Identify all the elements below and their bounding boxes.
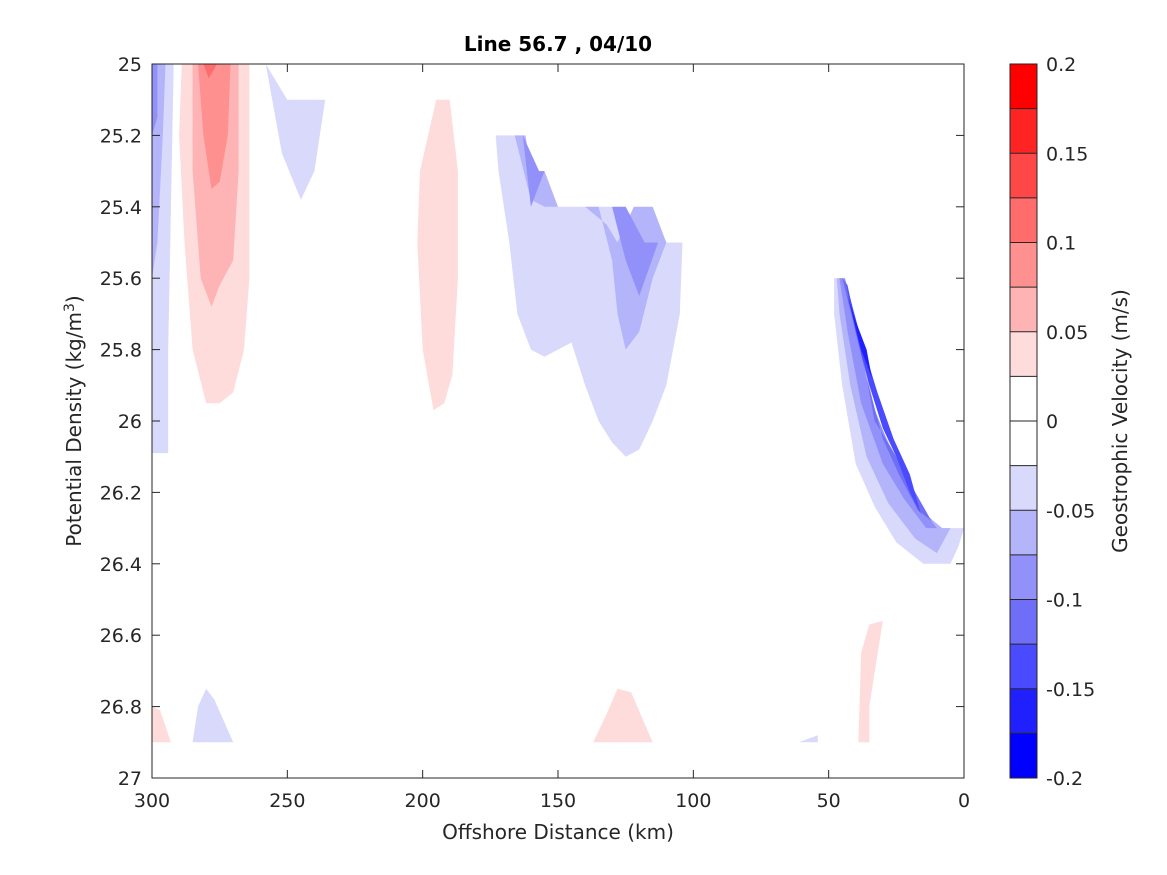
colorbar-ticks: 0.2 0.15 0.1 0.05 0 -0.05 -0.1 -0.15 -0.2 [1046, 54, 1095, 790]
x-axis-label: Offshore Distance (km) [442, 820, 674, 844]
x-tick-label: 250 [269, 790, 305, 812]
colorbar-label: Geostrophic Velocity (m/s) [1108, 289, 1132, 553]
y-tick-label: 25.8 [100, 340, 142, 362]
colorbar-segment [1010, 376, 1037, 421]
contour-region-5 [198, 64, 231, 189]
y-axis-label-superscript: 3 [62, 303, 78, 312]
contour-region-19 [152, 706, 171, 743]
contour-region-21 [593, 688, 653, 743]
x-tick-label: 150 [540, 790, 576, 812]
y-tick-label: 26.8 [100, 697, 142, 719]
y-axis-label-main: Potential Density (kg/m [62, 312, 86, 547]
y-tick-label: 25 [118, 54, 142, 76]
contour-region-2 [152, 64, 158, 136]
contour-region-12 [612, 206, 659, 296]
colorbar-segment [1010, 510, 1037, 555]
contour-region-7 [265, 64, 326, 200]
contour-region-6 [203, 64, 217, 79]
contour-region-8 [417, 99, 458, 411]
x-tick-label: 200 [405, 790, 441, 812]
contour-region-23 [858, 620, 883, 743]
contour-region-22 [798, 735, 818, 743]
colorbar-tick-label: -0.05 [1046, 500, 1095, 522]
y-tick-label: 27 [118, 768, 142, 790]
y-tick-label: 26.2 [100, 482, 142, 504]
y-tick-label: 25.4 [100, 197, 142, 219]
colorbar-segment [1010, 108, 1037, 154]
x-axis-ticks: 300 250 200 150 100 50 0 [134, 64, 970, 812]
colorbar-segment [1010, 599, 1037, 645]
colorbar-tick-label: 0.15 [1046, 143, 1088, 165]
x-tick-label: 100 [675, 790, 711, 812]
colorbar-segment [1010, 554, 1037, 600]
y-axis-label: Potential Density (kg/m3) [62, 295, 86, 546]
x-tick-label: 50 [817, 790, 841, 812]
colorbar-segment [1010, 331, 1037, 377]
colorbar-tick-label: -0.1 [1046, 590, 1083, 612]
colorbar-tick-label: -0.15 [1046, 679, 1095, 701]
y-tick-label: 25.2 [100, 125, 142, 147]
colorbar-segment [1010, 465, 1037, 511]
colorbar-segment [1010, 242, 1037, 288]
y-axis-label-close: ) [62, 295, 86, 303]
colorbar-tick-label: 0.05 [1046, 322, 1088, 344]
contour-region-11 [522, 135, 545, 207]
chart-title: Line 56.7 , 04/10 [464, 32, 652, 56]
contour-region-20 [192, 688, 234, 743]
y-tick-label: 26.4 [100, 554, 142, 576]
colorbar-tick-label: -0.2 [1046, 768, 1083, 790]
colorbar-tick-label: 0.1 [1046, 233, 1076, 255]
colorbar-segment [1010, 644, 1037, 689]
contour-region-10 [514, 135, 667, 350]
x-tick-label: 0 [958, 790, 970, 812]
colorbar-segment [1010, 197, 1037, 243]
y-axis-ticks: 25 25.2 25.4 25.6 25.8 26 26.2 26.4 26.6 26.8 27 [100, 54, 964, 790]
y-tick-label: 25.6 [100, 268, 142, 290]
y-tick-label: 26 [118, 411, 142, 433]
colorbar-segment [1010, 64, 1037, 109]
x-tick-label: 300 [134, 790, 170, 812]
contour-region-18 [847, 296, 872, 379]
colorbar-segment [1010, 153, 1037, 198]
colorbar-segment [1010, 421, 1037, 466]
plot-background [152, 64, 964, 778]
y-tick-label: 26.6 [100, 625, 142, 647]
colorbar-segment [1010, 287, 1037, 332]
colorbar-tick-label: 0 [1046, 411, 1058, 433]
contour-regions [152, 64, 964, 743]
colorbar-frame [1009, 63, 1038, 779]
colorbar [1010, 64, 1037, 778]
contour-region-9 [495, 135, 683, 457]
colorbar-tick-label: 0.2 [1046, 54, 1076, 76]
colorbar-segment [1010, 733, 1037, 778]
colorbar-segment [1010, 688, 1037, 734]
contour-region-17 [844, 278, 921, 514]
